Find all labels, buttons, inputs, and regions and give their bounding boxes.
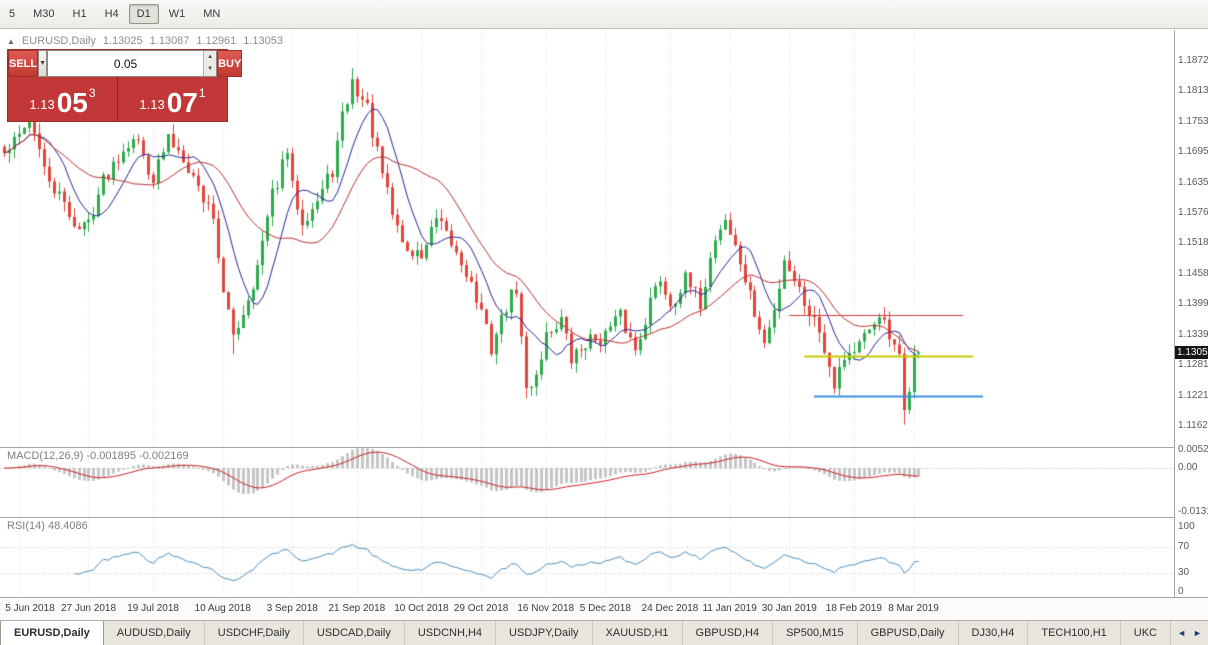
date-tick-label: 8 Mar 2019 (888, 603, 939, 614)
buy-price-display[interactable]: 1.13 07 1 (118, 77, 227, 121)
date-tick-label: 16 Nov 2018 (517, 603, 575, 614)
chart-header: ▲ EURUSD,Daily 1.13025 1.13087 1.12961 1… (7, 35, 283, 47)
chart-symbol-label: EURUSD,Daily (21, 35, 96, 47)
axis-tick-label: 1.12210 (1178, 389, 1208, 401)
date-tick-label: 3 Sep 2018 (266, 603, 318, 614)
date-tick-label: 10 Aug 2018 (194, 603, 251, 614)
tab-gbpusd-daily[interactable]: GBPUSD,Daily (858, 621, 959, 645)
price-axis[interactable]: 1.13053 1.18720 1.18135 1.17535 1.16950 1.16… (1174, 30, 1208, 597)
volume-spinner: ▲ ▼ (203, 51, 217, 76)
ohlc-close: 1.13053 (243, 35, 283, 47)
tabs-scroll-left-button[interactable]: ◄ (1177, 628, 1186, 638)
date-axis[interactable]: 5 Jun 2018 27 Jun 2018 19 Jul 2018 10 Aug 2… (0, 597, 1208, 620)
date-tick-label: 19 Jul 2018 (127, 603, 179, 614)
axis-tick-label: 1.18720 (1178, 55, 1208, 66)
timeframe-toolbar: 5 M30 H1 H4 D1 W1 MN (0, 0, 1208, 29)
tab-gbpusd-h4[interactable]: GBPUSD,H4 (683, 621, 774, 645)
tf-mn[interactable]: MN (195, 4, 228, 24)
macd-panel-divider[interactable] (0, 447, 1208, 448)
tab-scroll-arrows: ◄ ► (1170, 621, 1208, 645)
tab-usdjpy-daily[interactable]: USDJPY,Daily (496, 621, 593, 645)
axis-tick-label: -0.013110 (1178, 506, 1208, 518)
one-click-collapse-icon[interactable]: ▲ (7, 36, 15, 46)
tab-dj30-h4[interactable]: DJ30,H4 (959, 621, 1029, 645)
chevron-down-icon: ▼ (39, 60, 47, 67)
buy-button[interactable]: BUY (217, 50, 243, 77)
ohlc-high: 1.13087 (149, 35, 190, 47)
ohlc-low: 1.12961 (196, 35, 237, 47)
axis-tick-label: 70 (1178, 540, 1190, 552)
axis-tick-label: 30 (1178, 566, 1190, 578)
tab-ukc[interactable]: UKC (1121, 621, 1171, 645)
tab-eurusd-daily[interactable]: EURUSD,Daily (0, 621, 104, 645)
buy-price-small: 1.13 (139, 97, 165, 112)
volume-up-button[interactable]: ▲ (204, 51, 217, 64)
tab-usdcad-daily[interactable]: USDCAD,Daily (304, 621, 405, 645)
sell-price-big: 05 (56, 87, 88, 118)
axis-tick-label: 0.00 (1178, 462, 1198, 473)
date-tick-label: 18 Feb 2019 (825, 603, 882, 614)
date-tick-label: 21 Sep 2018 (328, 603, 386, 614)
date-tick-label: 10 Oct 2018 (394, 603, 449, 614)
ohlc-open: 1.13025 (102, 35, 143, 47)
volume-dropdown-button[interactable]: ▼ (38, 50, 48, 77)
axis-tick-label: 1.16950 (1178, 146, 1208, 158)
volume-input[interactable] (48, 51, 204, 76)
axis-tick-label: 100 (1178, 521, 1195, 532)
date-tick-label: 27 Jun 2018 (60, 603, 117, 614)
price-chart-canvas[interactable] (0, 30, 1174, 597)
buy-price-sup: 1 (198, 86, 206, 100)
date-tick-label: 30 Jan 2019 (761, 603, 817, 614)
tf-h4[interactable]: H4 (97, 4, 127, 24)
tab-usdcnh-h4[interactable]: USDCNH,H4 (405, 621, 497, 645)
date-tick-label: 24 Dec 2018 (641, 603, 699, 614)
axis-tick-label: 1.16350 (1178, 176, 1208, 188)
sell-price-sup: 3 (88, 86, 96, 100)
tab-audusd-daily[interactable]: AUDUSD,Daily (104, 621, 205, 645)
tf-w1[interactable]: W1 (161, 4, 194, 24)
rsi-panel-divider[interactable] (0, 517, 1208, 518)
tab-usdchf-daily[interactable]: USDCHF,Daily (205, 621, 304, 645)
axis-tick-label: 1.15765 (1178, 207, 1208, 218)
tab-tech100-h1[interactable]: TECH100,H1 (1028, 621, 1121, 645)
tab-sp500-m15[interactable]: SP500,M15 (773, 621, 858, 645)
date-tick-label: 5 Jun 2018 (5, 603, 55, 614)
volume-field: ▲ ▼ (47, 50, 218, 77)
date-tick-label: 5 Dec 2018 (579, 603, 631, 614)
date-tick-label: 11 Jan 2019 (702, 603, 757, 614)
axis-tick-label: 1.13395 (1178, 328, 1208, 340)
symbol-tab-bar: EURUSD,Daily AUDUSD,Daily USDCHF,Daily U… (0, 620, 1208, 645)
axis-tick-label: 1.13995 (1178, 298, 1208, 310)
date-tick-label: 29 Oct 2018 (453, 603, 509, 614)
rsi-indicator-label: RSI(14) 48.4086 (7, 520, 88, 532)
tab-xauusd-h1[interactable]: XAUUSD,H1 (593, 621, 683, 645)
axis-tick-label: 1.17535 (1178, 115, 1208, 127)
triangle-down-icon: ▼ (207, 66, 214, 73)
tf-m30[interactable]: M30 (25, 4, 62, 24)
axis-tick-label: 1.12810 (1178, 359, 1208, 370)
axis-tick-label: 1.15180 (1178, 237, 1208, 249)
triangle-up-icon: ▲ (207, 53, 214, 60)
sell-price-small: 1.13 (29, 97, 55, 112)
tf-5[interactable]: 5 (1, 4, 23, 24)
axis-tick-label: 0.005282 (1178, 444, 1208, 456)
axis-tick-label: 0 (1178, 586, 1184, 597)
axis-tick-label: 1.14580 (1178, 267, 1208, 279)
current-price-tag: 1.13053 (1175, 345, 1208, 359)
axis-tick-label: 1.11625 (1178, 419, 1208, 431)
axis-tick-label: 1.18135 (1178, 85, 1208, 97)
sell-button[interactable]: SELL (8, 50, 39, 77)
buy-price-big: 07 (166, 87, 198, 118)
tabs-scroll-right-button[interactable]: ► (1193, 628, 1202, 638)
sell-price-display[interactable]: 1.13 05 3 (8, 77, 118, 121)
volume-down-button[interactable]: ▼ (204, 63, 217, 76)
macd-indicator-label: MACD(12,26,9) -0.001895 -0.002169 (7, 450, 189, 462)
tf-d1[interactable]: D1 (128, 4, 159, 24)
tf-h1[interactable]: H1 (65, 4, 95, 24)
